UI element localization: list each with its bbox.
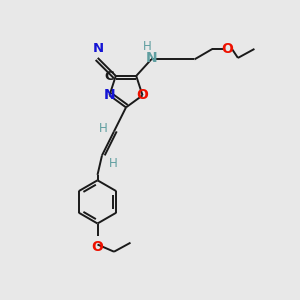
Text: H: H — [109, 157, 117, 170]
Text: C: C — [104, 70, 114, 83]
Text: H: H — [143, 40, 152, 53]
Text: N: N — [103, 88, 115, 102]
Text: O: O — [92, 240, 104, 254]
Text: O: O — [221, 42, 233, 56]
Text: O: O — [136, 88, 148, 102]
Text: H: H — [99, 122, 107, 135]
Text: N: N — [146, 51, 157, 65]
Text: N: N — [93, 43, 104, 56]
